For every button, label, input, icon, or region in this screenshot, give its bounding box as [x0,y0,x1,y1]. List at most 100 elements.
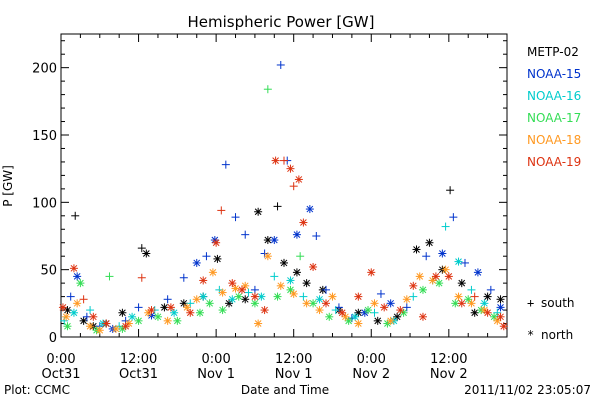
north-point-metp-02 [160,303,169,312]
north-point-metp-02 [213,254,222,263]
south-point-noaa-15 [449,213,458,222]
plus-symbol: + [527,296,534,310]
south-point-metp-02 [71,211,80,220]
footer-plot-source: Plot: CCMC [4,383,70,397]
north-point-noaa-19 [69,264,78,273]
south-point-noaa-19 [470,292,479,301]
north-point-noaa-18 [218,288,227,297]
south-point-noaa-15 [163,295,172,304]
north-point-metp-02 [302,279,311,288]
north-point-metp-02 [142,249,151,258]
north-point-noaa-17 [309,299,318,308]
x-tick-label-time: 0:00 [46,352,75,367]
asterisk-symbol: * [527,328,534,342]
north-point-noaa-18 [428,276,437,285]
north-point-noaa-19 [309,262,318,271]
y-axis-label: P [GW] [1,165,15,207]
north-point-noaa-16 [286,276,295,285]
south-point-noaa-15 [376,289,385,298]
south-point-noaa-15 [276,60,285,69]
north-point-noaa-15 [305,205,314,214]
north-point-noaa-19 [299,218,308,227]
south-point-noaa-19 [289,182,298,191]
north-point-noaa-16 [351,312,360,321]
north-point-noaa-17 [435,279,444,288]
south-point-noaa-15 [460,258,469,267]
north-point-noaa-17 [218,306,227,315]
symbol-legend-label-north: north [541,328,573,342]
south-point-noaa-16 [186,299,195,308]
north-point-noaa-15 [473,268,482,277]
north-point-noaa-18 [441,265,450,274]
north-point-noaa-17 [250,299,259,308]
y-tick-label: 100 [32,196,57,211]
north-point-noaa-18 [276,281,285,290]
x-tick-label-date: Nov 2 [430,367,468,382]
y-axis: 0 50 100 150 200 [32,40,507,346]
north-point-noaa-17 [344,316,353,325]
north-point-noaa-18 [467,299,476,308]
north-point-noaa-18 [302,299,311,308]
south-point-noaa-19 [137,273,146,282]
x-tick-label-date: Nov 2 [352,367,390,382]
south-point-noaa-15 [134,303,143,312]
north-point-noaa-15 [192,258,201,267]
south-point-noaa-15 [422,252,431,261]
north-point-noaa-16 [199,292,208,301]
north-point-noaa-18 [402,295,411,304]
north-point-noaa-19 [367,268,376,277]
north-point-noaa-16 [69,308,78,317]
y-tick-label: 150 [32,129,57,144]
north-point-noaa-15 [73,272,82,281]
south-point-noaa-19 [280,156,288,165]
north-point-noaa-18 [241,281,250,290]
south-point-metp-02 [137,244,146,253]
north-point-noaa-17 [205,299,214,308]
north-point-noaa-19 [121,322,130,331]
north-point-noaa-19 [380,303,389,312]
legend-entry-metp-02: METP-02 [527,45,579,59]
footer-timestamp: 2011/11/02 23:05:07 [464,383,591,397]
legend-entry-noaa-19: NOAA-19 [527,155,581,169]
north-point-metp-02 [483,292,492,301]
south-point-noaa-15 [322,285,331,294]
north-point-noaa-18 [254,319,263,328]
north-point-noaa-19 [409,281,418,290]
north-point-noaa-19 [322,299,331,308]
north-point-noaa-19 [212,238,221,247]
y-tick-label: 0 [49,331,57,346]
symbol-legend: + south * north [527,296,575,342]
north-point-noaa-17 [153,312,162,321]
north-point-noaa-16 [128,312,137,321]
north-point-noaa-19 [250,292,259,301]
north-point-noaa-18 [163,316,172,325]
x-tick-label-date: Oct31 [41,367,80,382]
north-point-noaa-19 [396,306,405,315]
legend-entry-noaa-17: NOAA-17 [527,111,581,125]
north-point-noaa-19 [102,319,111,328]
north-point-noaa-17 [195,308,204,317]
north-point-noaa-15 [270,236,279,245]
north-point-noaa-17 [63,322,72,331]
north-point-noaa-16 [228,295,237,304]
north-point-noaa-18 [289,289,298,298]
north-point-noaa-16 [480,299,489,308]
north-point-metp-02 [373,316,382,325]
north-point-metp-02 [63,306,72,315]
north-point-noaa-18 [86,322,95,331]
south-point-noaa-19 [79,295,88,304]
x-tick-label-time: 0:00 [202,352,231,367]
north-point-noaa-18 [95,326,104,335]
north-point-metp-02 [292,268,301,277]
south-point-noaa-15 [202,252,211,261]
x-tick-label-date: Nov 1 [197,367,235,382]
north-point-noaa-18 [192,295,201,304]
north-point-metp-02 [425,238,434,247]
north-point-noaa-18 [493,316,502,325]
south-point-noaa-15 [231,213,240,222]
chart-title: Hemispheric Power [GW] [188,13,375,31]
north-point-noaa-17 [234,292,243,301]
north-point-noaa-19 [338,308,347,317]
north-point-noaa-19 [418,312,427,321]
